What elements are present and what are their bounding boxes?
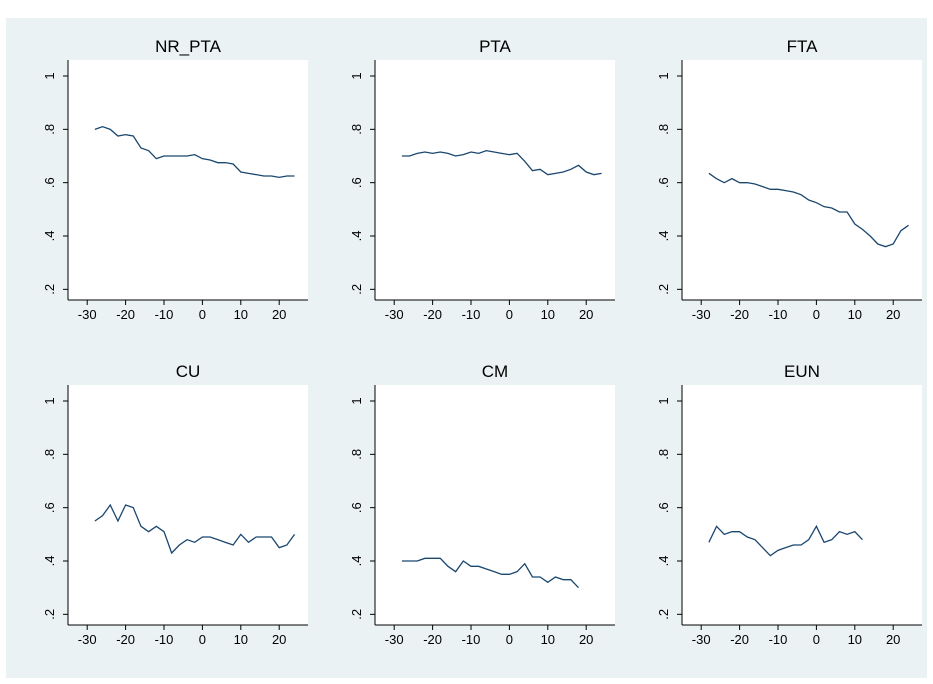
x-tick-label: -30 <box>78 307 97 322</box>
panel-title: CU <box>176 362 201 381</box>
plot-area <box>375 60 615 300</box>
y-tick-label: .4 <box>42 556 57 567</box>
x-tick-label: 0 <box>199 632 206 647</box>
series-line <box>401 150 602 176</box>
series-line <box>708 524 863 557</box>
y-tick-label: .8 <box>349 449 364 460</box>
panel-title: CM <box>482 362 508 381</box>
y-tick-label: 1 <box>42 397 57 404</box>
y-tick-label: .2 <box>42 609 57 620</box>
y-tick-label: 1 <box>42 72 57 79</box>
x-tick-label: -10 <box>769 307 788 322</box>
x-tick-label: 10 <box>541 632 555 647</box>
x-tick-label: -10 <box>462 632 481 647</box>
panel-title: EUN <box>784 362 820 381</box>
x-tick-label: -20 <box>116 307 135 322</box>
x-tick-label: 20 <box>579 632 593 647</box>
y-tick-label: .2 <box>349 609 364 620</box>
x-tick-label: -30 <box>385 632 404 647</box>
panel-title: PTA <box>479 37 511 56</box>
x-tick-label: -20 <box>730 632 749 647</box>
y-tick-label: 1 <box>656 397 671 404</box>
series-line <box>94 125 295 178</box>
y-tick-label: .2 <box>656 284 671 295</box>
x-tick-label: -30 <box>692 632 711 647</box>
x-tick-label: -30 <box>692 307 711 322</box>
x-tick-label: -30 <box>385 307 404 322</box>
y-tick-label: .4 <box>349 556 364 567</box>
x-tick-label: -20 <box>423 307 442 322</box>
y-tick-label: 1 <box>656 72 671 79</box>
x-tick-label: -10 <box>155 632 174 647</box>
x-tick-label: -10 <box>462 307 481 322</box>
plot-area <box>682 385 922 625</box>
x-tick-label: 20 <box>272 632 286 647</box>
x-tick-label: -30 <box>78 632 97 647</box>
y-tick-label: 1 <box>349 72 364 79</box>
x-tick-label: 0 <box>506 307 513 322</box>
y-tick-label: .8 <box>656 124 671 135</box>
y-tick-label: .8 <box>42 449 57 460</box>
x-tick-label: -20 <box>423 632 442 647</box>
x-tick-label: 10 <box>234 632 248 647</box>
x-tick-label: -10 <box>769 632 788 647</box>
plot-area <box>375 385 615 625</box>
x-tick-label: 20 <box>886 307 900 322</box>
y-tick-label: .8 <box>656 449 671 460</box>
panel-title: NR_PTA <box>155 37 221 56</box>
y-tick-label: .6 <box>656 502 671 513</box>
series-line <box>401 557 579 589</box>
plot-area <box>68 385 308 625</box>
y-tick-label: .8 <box>349 124 364 135</box>
x-tick-label: 0 <box>506 632 513 647</box>
panel-title: FTA <box>787 37 819 56</box>
y-tick-label: .6 <box>349 502 364 513</box>
x-tick-label: 20 <box>579 307 593 322</box>
x-tick-label: 0 <box>199 307 206 322</box>
y-tick-label: .4 <box>656 556 671 567</box>
y-tick-label: .4 <box>349 231 364 242</box>
x-tick-label: 10 <box>848 632 862 647</box>
y-tick-label: .6 <box>42 502 57 513</box>
y-tick-label: .8 <box>42 124 57 135</box>
y-tick-label: .6 <box>42 177 57 188</box>
y-tick-label: .4 <box>656 231 671 242</box>
x-tick-label: -20 <box>116 632 135 647</box>
y-tick-label: .2 <box>349 284 364 295</box>
x-tick-label: 20 <box>886 632 900 647</box>
x-tick-label: -10 <box>155 307 174 322</box>
x-tick-label: 10 <box>234 307 248 322</box>
x-tick-label: 0 <box>813 632 820 647</box>
x-tick-label: 10 <box>541 307 555 322</box>
y-tick-label: .2 <box>656 609 671 620</box>
x-tick-label: 0 <box>813 307 820 322</box>
y-tick-label: .6 <box>656 177 671 188</box>
y-tick-label: .6 <box>349 177 364 188</box>
series-line <box>94 503 296 555</box>
y-tick-label: .2 <box>42 284 57 295</box>
x-tick-label: 10 <box>848 307 862 322</box>
y-tick-label: .4 <box>42 231 57 242</box>
x-tick-label: -20 <box>730 307 749 322</box>
x-tick-label: 20 <box>272 307 286 322</box>
plot-area <box>68 60 308 300</box>
plot-area <box>682 60 922 300</box>
y-tick-label: 1 <box>349 397 364 404</box>
series-line <box>708 172 909 248</box>
